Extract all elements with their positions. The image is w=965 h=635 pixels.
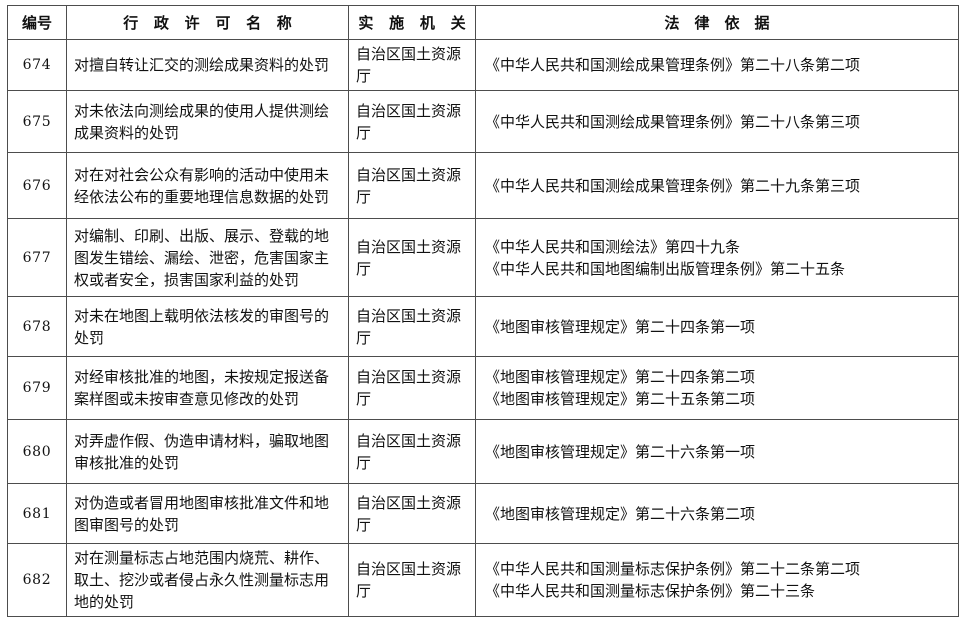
cell-agency: 自治区国土资源厅 (348, 419, 476, 484)
administrative-permits-table: 编号 行 政 许 可 名 称 实 施 机 关 法 律 依 据 674 对擅自转让… (7, 5, 959, 617)
cell-agency: 自治区国土资源厅 (348, 356, 476, 420)
cell-agency: 自治区国土资源厅 (348, 543, 476, 617)
cell-laws: 《地图审核管理规定》第二十四条第二项 《地图审核管理规定》第二十五条第二项 (475, 356, 959, 420)
table-row: 675 对未依法向测绘成果的使用人提供测绘成果资料的处罚 自治区国土资源厅 《中… (7, 90, 959, 153)
cell-id: 675 (7, 90, 67, 153)
cell-laws: 《中华人民共和国测绘成果管理条例》第二十九条第三项 (475, 152, 959, 219)
table-row: 674 对擅自转让汇交的测绘成果资料的处罚 自治区国土资源厅 《中华人民共和国测… (7, 39, 959, 91)
header-name: 行 政 许 可 名 称 (66, 5, 349, 40)
table-header: 编号 行 政 许 可 名 称 实 施 机 关 法 律 依 据 (7, 5, 959, 40)
cell-name: 对弄虚作假、伪造申请材料，骗取地图审核批准的处罚 (66, 419, 349, 484)
cell-agency: 自治区国土资源厅 (348, 218, 476, 297)
header-id: 编号 (7, 5, 67, 40)
cell-id: 674 (7, 39, 67, 91)
cell-laws: 《中华人民共和国测量标志保护条例》第二十二条第二项 《中华人民共和国测量标志保护… (475, 543, 959, 617)
document-page: { "table": { "headers": { "id": "编号", "n… (0, 5, 965, 635)
table-row: 682 对在测量标志占地范围内烧荒、耕作、取土、挖沙或者侵占永久性测量标志用地的… (7, 543, 959, 617)
cell-agency: 自治区国土资源厅 (348, 39, 476, 91)
cell-laws: 《中华人民共和国测绘成果管理条例》第二十八条第二项 (475, 39, 959, 91)
cell-laws: 《地图审核管理规定》第二十四条第一项 (475, 296, 959, 357)
cell-laws: 《中华人民共和国测绘成果管理条例》第二十八条第三项 (475, 90, 959, 153)
cell-agency: 自治区国土资源厅 (348, 483, 476, 544)
table-row: 679 对经审核批准的地图，未按规定报送备案样图或未按审查意见修改的处罚 自治区… (7, 356, 959, 420)
cell-name: 对未依法向测绘成果的使用人提供测绘成果资料的处罚 (66, 90, 349, 153)
table-body: 674 对擅自转让汇交的测绘成果资料的处罚 自治区国土资源厅 《中华人民共和国测… (7, 39, 959, 617)
cell-id: 679 (7, 356, 67, 420)
cell-name: 对经审核批准的地图，未按规定报送备案样图或未按审查意见修改的处罚 (66, 356, 349, 420)
table-row: 678 对未在地图上载明依法核发的审图号的处罚 自治区国土资源厅 《地图审核管理… (7, 296, 959, 357)
cell-name: 对编制、印刷、出版、展示、登载的地图发生错绘、漏绘、泄密，危害国家主权或者安全，… (66, 218, 349, 297)
cell-id: 678 (7, 296, 67, 357)
table-row: 681 对伪造或者冒用地图审核批准文件和地图审图号的处罚 自治区国土资源厅 《地… (7, 483, 959, 544)
header-row: 编号 行 政 许 可 名 称 实 施 机 关 法 律 依 据 (7, 5, 959, 40)
cell-name: 对伪造或者冒用地图审核批准文件和地图审图号的处罚 (66, 483, 349, 544)
table-row: 680 对弄虚作假、伪造申请材料，骗取地图审核批准的处罚 自治区国土资源厅 《地… (7, 419, 959, 484)
header-agency: 实 施 机 关 (348, 5, 476, 40)
cell-id: 676 (7, 152, 67, 219)
cell-agency: 自治区国土资源厅 (348, 296, 476, 357)
cell-id: 680 (7, 419, 67, 484)
cell-laws: 《地图审核管理规定》第二十六条第二项 (475, 483, 959, 544)
header-laws: 法 律 依 据 (475, 5, 959, 40)
cell-laws: 《地图审核管理规定》第二十六条第一项 (475, 419, 959, 484)
cell-agency: 自治区国土资源厅 (348, 152, 476, 219)
cell-name: 对未在地图上载明依法核发的审图号的处罚 (66, 296, 349, 357)
cell-id: 682 (7, 543, 67, 617)
table-row: 676 对在对社会公众有影响的活动中使用未经依法公布的重要地理信息数据的处罚 自… (7, 152, 959, 219)
cell-laws: 《中华人民共和国测绘法》第四十九条 《中华人民共和国地图编制出版管理条例》第二十… (475, 218, 959, 297)
cell-id: 681 (7, 483, 67, 544)
cell-name: 对擅自转让汇交的测绘成果资料的处罚 (66, 39, 349, 91)
cell-name: 对在测量标志占地范围内烧荒、耕作、取土、挖沙或者侵占永久性测量标志用地的处罚 (66, 543, 349, 617)
cell-id: 677 (7, 218, 67, 297)
table-row: 677 对编制、印刷、出版、展示、登载的地图发生错绘、漏绘、泄密，危害国家主权或… (7, 218, 959, 297)
cell-name: 对在对社会公众有影响的活动中使用未经依法公布的重要地理信息数据的处罚 (66, 152, 349, 219)
cell-agency: 自治区国土资源厅 (348, 90, 476, 153)
